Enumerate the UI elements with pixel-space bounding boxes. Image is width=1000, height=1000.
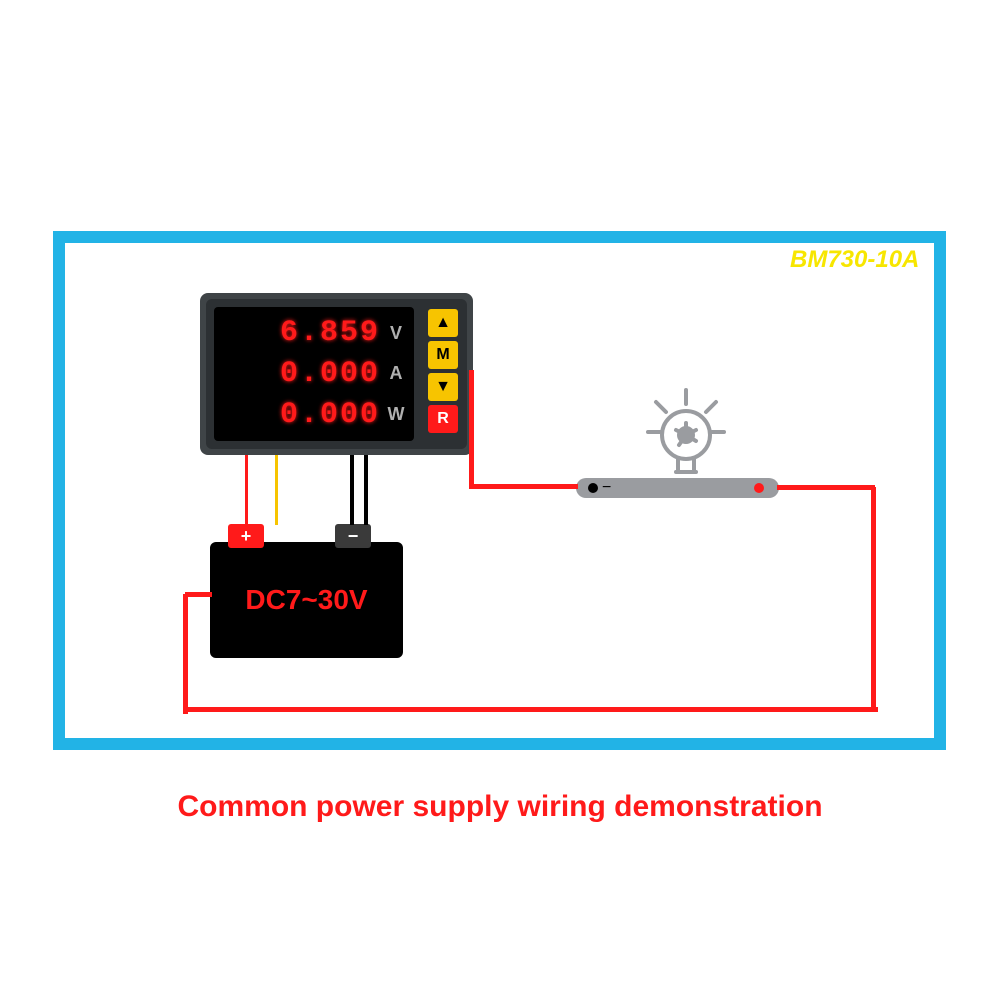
unit-v: V (386, 323, 406, 344)
load-pos-dot (754, 483, 764, 493)
meter-button-r[interactable]: R (428, 405, 458, 433)
battery-terminal-neg: − (335, 524, 371, 548)
value-a: 0.000 (222, 357, 386, 391)
unit-a: A (386, 363, 406, 384)
display-area: 6.859V0.000A0.000W (214, 307, 414, 441)
meter-button-up[interactable]: ▲ (428, 309, 458, 337)
wire-7 (871, 487, 876, 711)
load-neg-dot (588, 483, 598, 493)
wire-1 (275, 455, 278, 525)
battery-terminal-pos: + (228, 524, 264, 548)
unit-w: W (386, 404, 406, 425)
wire-4 (471, 484, 578, 489)
value-w: 0.000 (222, 398, 386, 432)
wire-9 (183, 594, 188, 714)
wire-3 (364, 455, 368, 525)
wire-6 (777, 485, 875, 490)
wire-2 (350, 455, 354, 525)
model-label: BM730-10A (790, 246, 919, 274)
bulb-icon (636, 380, 736, 480)
meter-button-m[interactable]: M (428, 341, 458, 369)
meter-body: 6.859V0.000A0.000W ▲M▼R (200, 293, 473, 455)
display-row-v: 6.859V (222, 313, 406, 353)
wire-0 (245, 455, 248, 525)
display-row-w: 0.000W (222, 395, 406, 435)
meter-button-down[interactable]: ▼ (428, 373, 458, 401)
display-row-a: 0.000A (222, 354, 406, 394)
wire-10 (185, 592, 212, 597)
caption: Common power supply wiring demonstration (0, 790, 1000, 824)
load-neg-label: − (602, 479, 611, 497)
battery-body: DC7~30V +− (210, 542, 403, 658)
button-column: ▲ M ▼ R (428, 309, 458, 439)
battery-label: DC7~30V (245, 584, 367, 616)
value-v: 6.859 (222, 316, 386, 350)
wire-5 (469, 370, 474, 489)
wire-8 (185, 707, 878, 712)
